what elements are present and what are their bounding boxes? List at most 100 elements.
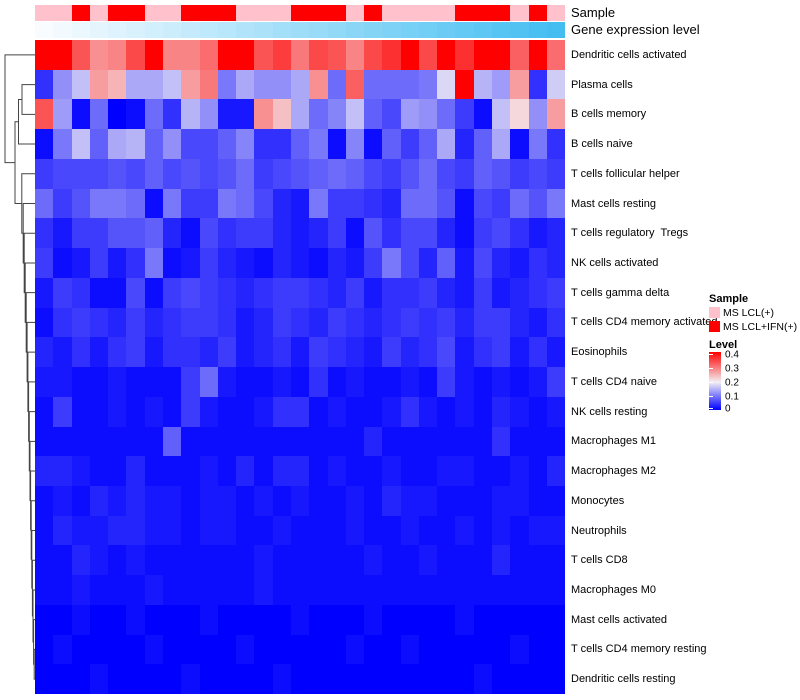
heatmap-cell: [89, 396, 109, 427]
heatmap-cell: [492, 664, 511, 695]
gene-expression-annotation-cell: [217, 22, 237, 38]
heatmap-cell: [510, 129, 529, 159]
heatmap-cell: [53, 486, 72, 516]
heatmap-matrix: [35, 40, 566, 695]
heatmap-cell: [71, 367, 90, 397]
heatmap-cell: [437, 456, 456, 487]
heatmap-cell: [327, 158, 346, 189]
heatmap-cell: [126, 545, 145, 576]
heatmap-cell: [89, 188, 109, 219]
heatmap-cell: [217, 664, 237, 695]
heatmap-cell: [144, 634, 163, 665]
heatmap-cell: [309, 69, 328, 100]
heatmap-cell: [327, 248, 346, 278]
heatmap-cell: [345, 129, 365, 159]
heatmap-cell: [364, 604, 383, 635]
heatmap-cell: [126, 515, 145, 546]
heatmap-cell: [345, 277, 365, 308]
heatmap-cell: [492, 456, 511, 487]
row-label: Dendritic cells resting: [571, 673, 676, 686]
heatmap-cell: [510, 604, 529, 635]
heatmap-cell: [492, 486, 511, 516]
heatmap-cell: [89, 40, 109, 70]
heatmap-cell: [254, 248, 273, 278]
heatmap-cell: [254, 277, 273, 308]
heatmap-cell: [309, 307, 328, 338]
heatmap-cell: [492, 367, 511, 397]
heatmap-cell: [199, 337, 218, 368]
heatmap-cell: [345, 367, 365, 397]
heatmap-cell: [254, 575, 273, 605]
heatmap-cell: [89, 664, 109, 695]
heatmap-cell: [181, 634, 200, 665]
heatmap-cell: [400, 367, 419, 397]
heatmap-cell: [53, 456, 72, 487]
heatmap-cell: [455, 575, 474, 605]
heatmap-cell: [455, 515, 474, 546]
level-tick-label: 0.2: [725, 377, 739, 389]
heatmap-cell: [382, 664, 401, 695]
heatmap-cell: [327, 40, 346, 70]
heatmap-cell: [327, 69, 346, 100]
heatmap-cell: [455, 158, 474, 189]
heatmap-cell: [181, 575, 200, 605]
heatmap-cell: [290, 426, 310, 457]
heatmap-cell: [272, 277, 291, 308]
heatmap-cell: [437, 277, 456, 308]
heatmap-cell: [345, 486, 365, 516]
sample-annotation-cell: [364, 5, 383, 21]
heatmap-cell: [126, 367, 145, 397]
heatmap-cell: [126, 307, 145, 338]
heatmap-cell: [437, 515, 456, 546]
sample-annotation-cell: [309, 5, 328, 21]
heatmap-cell: [254, 664, 273, 695]
heatmap-cell: [217, 188, 237, 219]
heatmap-cell: [71, 545, 90, 576]
sample-annotation-cell: [71, 5, 90, 21]
heatmap-cell: [345, 99, 365, 130]
heatmap-cell: [473, 604, 493, 635]
legend-item-label: MS LCL(+): [723, 306, 775, 319]
gene-expression-annotation-cell: [364, 22, 383, 38]
gene-expression-annotation-cell: [528, 22, 547, 38]
heatmap-cell: [382, 604, 401, 635]
heatmap-cell: [400, 604, 419, 635]
heatmap-cell: [217, 545, 237, 576]
heatmap-cell: [126, 337, 145, 368]
dendrogram-branches: [4, 54, 36, 680]
row-label: T cells regulatory Tregs: [571, 227, 689, 240]
heatmap-cell: [181, 277, 200, 308]
heatmap-cell: [53, 307, 72, 338]
heatmap-cell: [35, 158, 54, 189]
heatmap-cell: [492, 218, 511, 249]
heatmap-cell: [546, 367, 566, 397]
heatmap-cell: [89, 575, 109, 605]
row-label: T cells follicular helper: [571, 167, 680, 180]
heatmap-cell: [71, 277, 90, 308]
heatmap-cell: [162, 129, 182, 159]
heatmap-cell: [382, 515, 401, 546]
sample-annotation-cell: [473, 5, 493, 21]
heatmap-cell: [126, 99, 145, 130]
heatmap-cell: [510, 426, 529, 457]
heatmap-cell: [71, 575, 90, 605]
heatmap-cell: [181, 40, 200, 70]
sample-annotation-cell: [345, 5, 365, 21]
heatmap-cell: [455, 367, 474, 397]
heatmap-cell: [400, 218, 419, 249]
heatmap-cell: [510, 664, 529, 695]
heatmap-cell: [144, 188, 163, 219]
heatmap-cell: [473, 188, 493, 219]
heatmap-cell: [290, 575, 310, 605]
heatmap-cell: [546, 604, 566, 635]
heatmap-cell: [162, 486, 182, 516]
heatmap-cell: [437, 604, 456, 635]
heatmap-cell: [89, 129, 109, 159]
heatmap-cell: [272, 515, 291, 546]
heatmap-cell: [199, 218, 218, 249]
heatmap-cell: [364, 40, 383, 70]
heatmap-cell: [382, 426, 401, 457]
sample-annotation-cell: [455, 5, 474, 21]
gene-expression-annotation-cell: [400, 22, 419, 38]
heatmap-cell: [309, 515, 328, 546]
